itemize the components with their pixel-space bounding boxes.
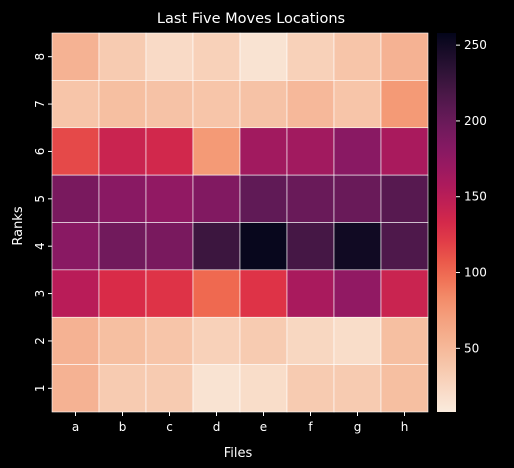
heatmap-cell (239, 127, 288, 176)
heatmap-cell (239, 222, 288, 271)
x-tick-label: e (260, 420, 267, 434)
y-axis: 8 7 6 5 4 3 2 1 (33, 53, 52, 392)
heatmap-cell (145, 269, 194, 318)
x-tick-label: f (308, 420, 313, 434)
heatmap-cell (239, 174, 288, 223)
heatmap-cell (98, 32, 147, 81)
heatmap-cell (239, 316, 288, 365)
heatmap-cell (51, 364, 100, 413)
colorbar-tick-label: 50 (464, 341, 479, 355)
heatmap-cell (145, 32, 194, 81)
chart-title: Last Five Moves Locations (157, 11, 345, 27)
heatmap-cell (51, 80, 100, 129)
heatmap-cell (192, 269, 241, 318)
heatmap-cell (98, 316, 147, 365)
heatmap-cell (380, 316, 429, 365)
x-tick-label: a (72, 420, 79, 434)
heatmap-cell (286, 174, 335, 223)
heatmap-cell (286, 127, 335, 176)
x-axis: a b c d e f g h (72, 412, 408, 434)
heatmap-cell (192, 80, 241, 129)
heatmap-cell (239, 269, 288, 318)
heatmap-cells (51, 32, 429, 413)
colorbar-tick-label: 200 (464, 114, 487, 128)
heatmap-cell (380, 222, 429, 271)
heatmap-cell (380, 364, 429, 413)
y-tick-label: 5 (33, 195, 47, 203)
heatmap-cell (192, 32, 241, 81)
heatmap-cell (192, 127, 241, 176)
heatmap-cell (380, 127, 429, 176)
heatmap-cell (286, 269, 335, 318)
heatmap-cell (286, 32, 335, 81)
heatmap-cell (286, 222, 335, 271)
colorbar (437, 33, 456, 412)
y-tick-label: 7 (33, 100, 47, 108)
heatmap-cell (380, 80, 429, 129)
x-tick-label: b (119, 420, 127, 434)
heatmap-cell (145, 222, 194, 271)
heatmap-cell (239, 364, 288, 413)
heatmap-cell (333, 269, 382, 318)
heatmap-cell (286, 364, 335, 413)
heatmap-cell (192, 174, 241, 223)
y-tick-label: 2 (33, 337, 47, 345)
colorbar-tick-label: 250 (464, 38, 487, 52)
heatmap-cell (145, 174, 194, 223)
heatmap-cell (98, 364, 147, 413)
y-tick-label: 3 (33, 290, 47, 298)
heatmap-cell (51, 127, 100, 176)
heatmap-cell (98, 127, 147, 176)
heatmap-cell (98, 222, 147, 271)
x-axis-label: Files (224, 446, 253, 461)
heatmap-cell (333, 316, 382, 365)
colorbar-tick-label: 150 (464, 190, 487, 204)
y-tick-label: 6 (33, 148, 47, 156)
heatmap-cell (192, 222, 241, 271)
heatmap-cell (333, 222, 382, 271)
y-axis-label: Ranks (11, 206, 26, 245)
heatmap-cell (51, 32, 100, 81)
heatmap-cell (145, 127, 194, 176)
y-tick-label: 4 (33, 242, 47, 250)
heatmap-cell (145, 364, 194, 413)
heatmap-cell (333, 364, 382, 413)
heatmap-cell (145, 316, 194, 365)
heatmap-cell (98, 174, 147, 223)
y-tick-label: 8 (33, 53, 47, 61)
heatmap-cell (286, 80, 335, 129)
heatmap-cell (286, 316, 335, 365)
heatmap-cell (333, 80, 382, 129)
heatmap-cell (333, 174, 382, 223)
heatmap-cell (380, 174, 429, 223)
x-tick-label: h (401, 420, 409, 434)
x-tick-label: g (354, 420, 362, 434)
heatmap-cell (51, 316, 100, 365)
x-tick-label: d (213, 420, 221, 434)
colorbar-tick-label: 100 (464, 266, 487, 280)
heatmap-cell (333, 32, 382, 81)
heatmap-cell (239, 80, 288, 129)
heatmap-cell (192, 316, 241, 365)
y-tick-label: 1 (33, 384, 47, 392)
heatmap-cell (98, 80, 147, 129)
heatmap-cell (51, 174, 100, 223)
x-tick-label: c (166, 420, 173, 434)
heatmap-cell (98, 269, 147, 318)
heatmap-cell (51, 269, 100, 318)
heatmap-cell (239, 32, 288, 81)
heatmap-cell (380, 32, 429, 81)
heatmap-cell (380, 269, 429, 318)
heatmap-cell (333, 127, 382, 176)
heatmap-cell (192, 364, 241, 413)
heatmap-cell (51, 222, 100, 271)
heatmap-cell (145, 80, 194, 129)
colorbar-ticks: 50 100 150 200 250 (456, 38, 487, 355)
